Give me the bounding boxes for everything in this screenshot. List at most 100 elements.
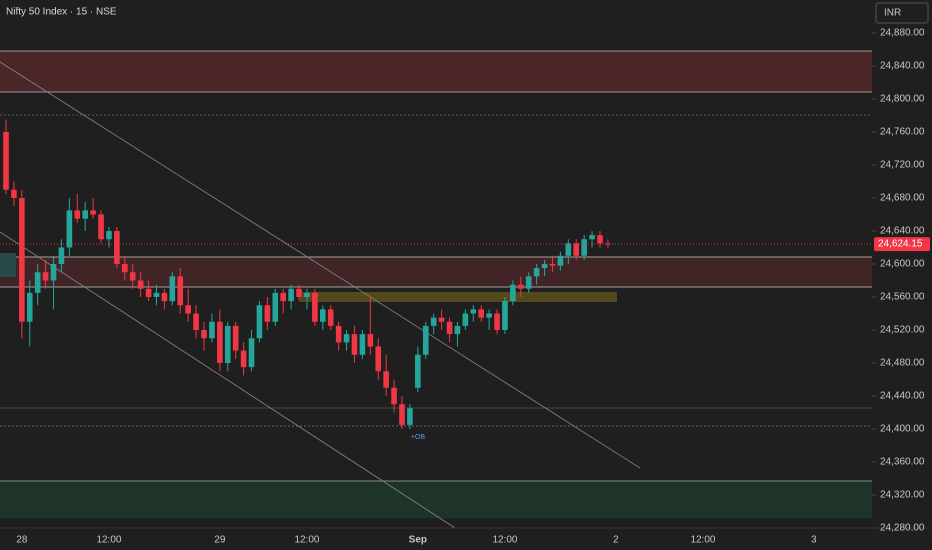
candle-body (232, 325, 239, 351)
candle-body (478, 309, 484, 318)
candle-body (177, 276, 184, 306)
candle-body (280, 292, 286, 302)
candle-body (11, 189, 17, 198)
candle-body (114, 231, 120, 264)
plot-area (3, 119, 611, 429)
y-tick-label: 24,400.00 (880, 424, 925, 435)
candle-body (533, 268, 540, 277)
y-tick-label: 24,720.00 (880, 160, 925, 171)
y-tick-label: 24,680.00 (880, 193, 925, 204)
supply-zone (0, 51, 872, 92)
candle-body (430, 317, 437, 326)
candle-body (145, 288, 152, 297)
last-price-label: 24,624.15 (878, 239, 923, 250)
candle-body (82, 210, 88, 219)
candle-body (58, 247, 65, 264)
candle-body (42, 272, 49, 281)
x-tick-label: 2 (613, 535, 619, 546)
candle-body (549, 264, 556, 266)
x-tick-label: Sep (409, 535, 427, 546)
candle-body (3, 132, 9, 190)
candle-body (407, 408, 413, 425)
candle-body (161, 292, 168, 302)
annotation: +OB (411, 434, 426, 441)
candle-body (50, 264, 57, 281)
candle-body (486, 313, 492, 318)
candle-body (256, 305, 263, 339)
candle-body (296, 288, 302, 297)
candle-body (494, 313, 500, 330)
candle-body (66, 210, 73, 248)
candle-body (185, 305, 191, 314)
zone-marker (0, 253, 16, 277)
candle-body (122, 264, 128, 273)
currency: INR (884, 8, 901, 19)
y-tick-label: 24,480.00 (880, 358, 925, 369)
candle-body (98, 214, 104, 240)
candle-body (169, 276, 176, 302)
y-tick-label: 24,360.00 (880, 457, 925, 468)
candle-body (248, 338, 255, 368)
candle-body (193, 313, 199, 330)
candle-body (454, 325, 461, 335)
x-tick-label: 12:00 (690, 535, 715, 546)
y-tick-label: 24,560.00 (880, 292, 925, 303)
candle-body (343, 334, 350, 343)
y-tick-label: 24,760.00 (880, 127, 925, 138)
price-axis (872, 0, 932, 550)
candle-body (288, 288, 294, 302)
candle-body (422, 325, 429, 355)
candle-body (446, 321, 453, 335)
y-tick-label: 24,800.00 (880, 94, 925, 105)
candle-body (34, 272, 41, 293)
candle-body (541, 264, 548, 269)
y-tick-label: 24,840.00 (880, 61, 925, 72)
candle-body (74, 210, 81, 219)
candle-body (320, 309, 326, 322)
candle-body (565, 243, 572, 256)
x-tick-label: 12:00 (294, 535, 319, 546)
currency-box (875, 2, 929, 24)
candle-body (573, 243, 580, 256)
candle-body (597, 235, 603, 244)
candle-body (90, 210, 96, 215)
candle-body (518, 284, 524, 289)
candle-body (375, 346, 382, 372)
x-tick-label: 29 (214, 535, 226, 546)
candle-body (217, 321, 223, 363)
candle-body (399, 404, 405, 425)
candle-body (26, 292, 33, 322)
candle-body (510, 284, 516, 302)
candle-body (327, 309, 334, 326)
y-tick-label: 24,320.00 (880, 490, 925, 501)
candle-body (209, 321, 215, 339)
candle-body (153, 292, 160, 297)
candle-body (383, 371, 389, 388)
x-tick-label: 28 (16, 535, 28, 546)
y-tick-label: 24,880.00 (880, 28, 925, 39)
y-tick-label: 24,280.00 (880, 523, 925, 534)
candle-body (264, 305, 271, 322)
candle-body (367, 334, 374, 347)
candle-body (224, 325, 231, 363)
candle-body (589, 235, 595, 240)
chart-title: Nifty 50 Index · 15 · NSE (6, 7, 117, 18)
candle-body (359, 334, 366, 355)
candle-body (581, 239, 587, 256)
candle-body (525, 276, 532, 289)
candle-body (304, 292, 310, 297)
candle-body (106, 231, 112, 240)
y-tick-label: 24,440.00 (880, 391, 925, 402)
supply-zone (0, 257, 872, 287)
candle-body (438, 317, 445, 322)
x-tick-label: 3 (811, 535, 817, 546)
candle-body (605, 243, 611, 245)
x-tick-label: 12:00 (492, 535, 517, 546)
trend-line (0, 61, 641, 469)
candle-body (351, 334, 358, 355)
candle-body (470, 309, 477, 314)
candle-body (462, 313, 469, 326)
candle-body (19, 198, 25, 322)
candle-body (557, 255, 564, 266)
